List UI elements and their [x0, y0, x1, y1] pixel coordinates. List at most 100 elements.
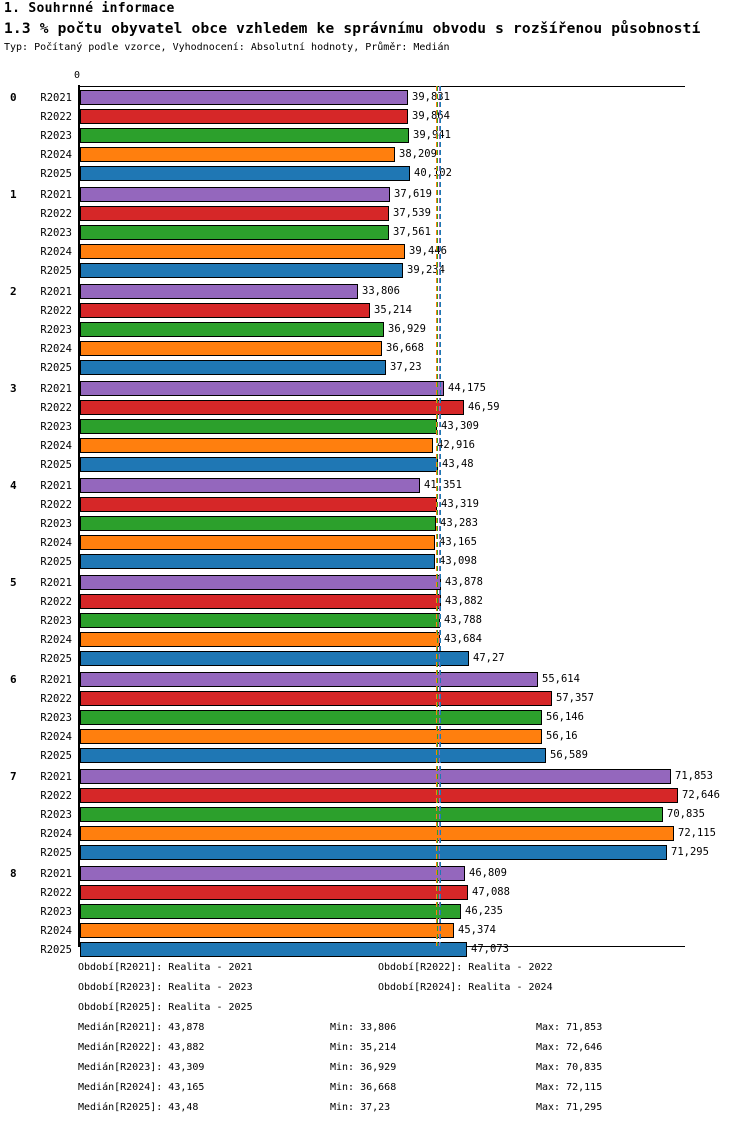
- bar-r2023[interactable]: [80, 516, 436, 531]
- bar-r2024[interactable]: [80, 632, 440, 647]
- section-heading: 1. Souhrnné informace: [4, 1, 175, 16]
- series-row-label: R2024: [40, 343, 72, 355]
- legend-period: Období[R2025]: Realita - 2025: [78, 1002, 253, 1013]
- series-row-label: R2024: [40, 246, 72, 258]
- bar-r2024[interactable]: [80, 729, 542, 744]
- legend-period-row: Období[R2025]: Realita - 2025: [0, 1002, 750, 1022]
- bar-r2021[interactable]: [80, 672, 538, 687]
- bar-r2022[interactable]: [80, 691, 552, 706]
- bar-value-label: 70,835: [667, 808, 705, 820]
- series-row-label: R2023: [40, 809, 72, 821]
- series-row-label: R2025: [40, 944, 72, 956]
- bar-r2025[interactable]: [80, 748, 546, 763]
- bar-value-label: 56,16: [546, 730, 578, 742]
- group-label: 1: [10, 188, 17, 201]
- bar-value-label: 43,283: [440, 517, 478, 529]
- stat-min: Min: 36,929: [330, 1062, 397, 1073]
- series-row-label: R2025: [40, 459, 72, 471]
- bar-r2022[interactable]: [80, 594, 441, 609]
- bar-r2024[interactable]: [80, 147, 395, 162]
- bar-r2022[interactable]: [80, 788, 678, 803]
- bar-r2025[interactable]: [80, 845, 667, 860]
- bar-r2025[interactable]: [80, 457, 438, 472]
- bar-r2021[interactable]: [80, 90, 408, 105]
- legend-stats-row: Medián[R2021]: 43,878 Min: 33,806 Max: 71,…: [0, 1022, 750, 1042]
- bar-value-label: 39,446: [409, 245, 447, 257]
- series-row-label: R2025: [40, 847, 72, 859]
- bar-r2021[interactable]: [80, 866, 465, 881]
- bar-r2023[interactable]: [80, 128, 409, 143]
- group-label: 6: [10, 673, 17, 686]
- bar-r2021[interactable]: [80, 575, 441, 590]
- median-line-r2024: [436, 86, 437, 946]
- series-row-label: R2022: [40, 693, 72, 705]
- series-row-label: R2025: [40, 750, 72, 762]
- stat-min: Min: 35,214: [330, 1042, 397, 1053]
- bar-r2021[interactable]: [80, 478, 420, 493]
- series-row-label: R2025: [40, 653, 72, 665]
- bar-r2024[interactable]: [80, 438, 433, 453]
- bar-r2023[interactable]: [80, 225, 389, 240]
- bar-r2024[interactable]: [80, 923, 454, 938]
- page-title: 1.3 % počtu obyvatel obce vzhledem ke sp…: [4, 21, 701, 37]
- series-row-label: R2024: [40, 634, 72, 646]
- bar-value-label: 43,882: [445, 595, 483, 607]
- bar-r2022[interactable]: [80, 497, 437, 512]
- bar-r2023[interactable]: [80, 613, 440, 628]
- bar-value-label: 39,831: [412, 91, 450, 103]
- plot-top-rule: [80, 86, 685, 87]
- bar-value-label: 43,165: [439, 536, 477, 548]
- bar-r2024[interactable]: [80, 341, 382, 356]
- bar-r2025[interactable]: [80, 166, 410, 181]
- bar-r2023[interactable]: [80, 710, 542, 725]
- bar-r2022[interactable]: [80, 303, 370, 318]
- bar-r2022[interactable]: [80, 109, 408, 124]
- bar-r2021[interactable]: [80, 187, 390, 202]
- bar-r2022[interactable]: [80, 400, 464, 415]
- bar-r2021[interactable]: [80, 769, 671, 784]
- bar-value-label: 43,48: [442, 458, 474, 470]
- bar-value-label: 56,146: [546, 711, 584, 723]
- bar-r2023[interactable]: [80, 419, 437, 434]
- bar-r2025[interactable]: [80, 554, 435, 569]
- stat-min: Min: 36,668: [330, 1082, 397, 1093]
- bar-r2025[interactable]: [80, 651, 469, 666]
- bar-r2025[interactable]: [80, 942, 467, 957]
- bar-value-label: 47,27: [473, 652, 505, 664]
- bar-r2024[interactable]: [80, 244, 405, 259]
- bar-value-label: 43,319: [441, 498, 479, 510]
- median-line-r2021: [439, 86, 440, 946]
- bar-r2021[interactable]: [80, 381, 444, 396]
- bar-value-label: 44,175: [448, 382, 486, 394]
- chart-subtitle: Typ: Počítaný podle vzorce, Vyhodnocení:…: [4, 42, 450, 53]
- series-row-label: R2021: [40, 577, 72, 589]
- series-row-label: R2021: [40, 771, 72, 783]
- bar-r2022[interactable]: [80, 885, 468, 900]
- series-row-label: R2023: [40, 906, 72, 918]
- bar-r2023[interactable]: [80, 322, 384, 337]
- group-label: 5: [10, 576, 17, 589]
- stat-max: Max: 70,835: [536, 1062, 603, 1073]
- bar-r2025[interactable]: [80, 263, 403, 278]
- series-row-label: R2023: [40, 130, 72, 142]
- stat-median: Medián[R2023]: 43,309: [78, 1062, 205, 1073]
- legend-period-row: Období[R2021]: Realita - 2021 Období[R202…: [0, 962, 750, 982]
- series-row-label: R2023: [40, 324, 72, 336]
- legend-period: Období[R2021]: Realita - 2021: [78, 962, 253, 973]
- bar-r2023[interactable]: [80, 904, 461, 919]
- bar-r2021[interactable]: [80, 284, 358, 299]
- bar-r2024[interactable]: [80, 535, 435, 550]
- bar-value-label: 37,619: [394, 188, 432, 200]
- bar-value-label: 45,374: [458, 924, 496, 936]
- bar-value-label: 47,088: [472, 886, 510, 898]
- series-row-label: R2024: [40, 149, 72, 161]
- group-label: 7: [10, 770, 17, 783]
- series-row-label: R2024: [40, 731, 72, 743]
- bar-value-label: 37,539: [393, 207, 431, 219]
- bar-r2023[interactable]: [80, 807, 663, 822]
- bar-r2025[interactable]: [80, 360, 386, 375]
- series-row-label: R2022: [40, 305, 72, 317]
- bar-r2022[interactable]: [80, 206, 389, 221]
- bar-value-label: 36,929: [388, 323, 426, 335]
- bar-r2024[interactable]: [80, 826, 674, 841]
